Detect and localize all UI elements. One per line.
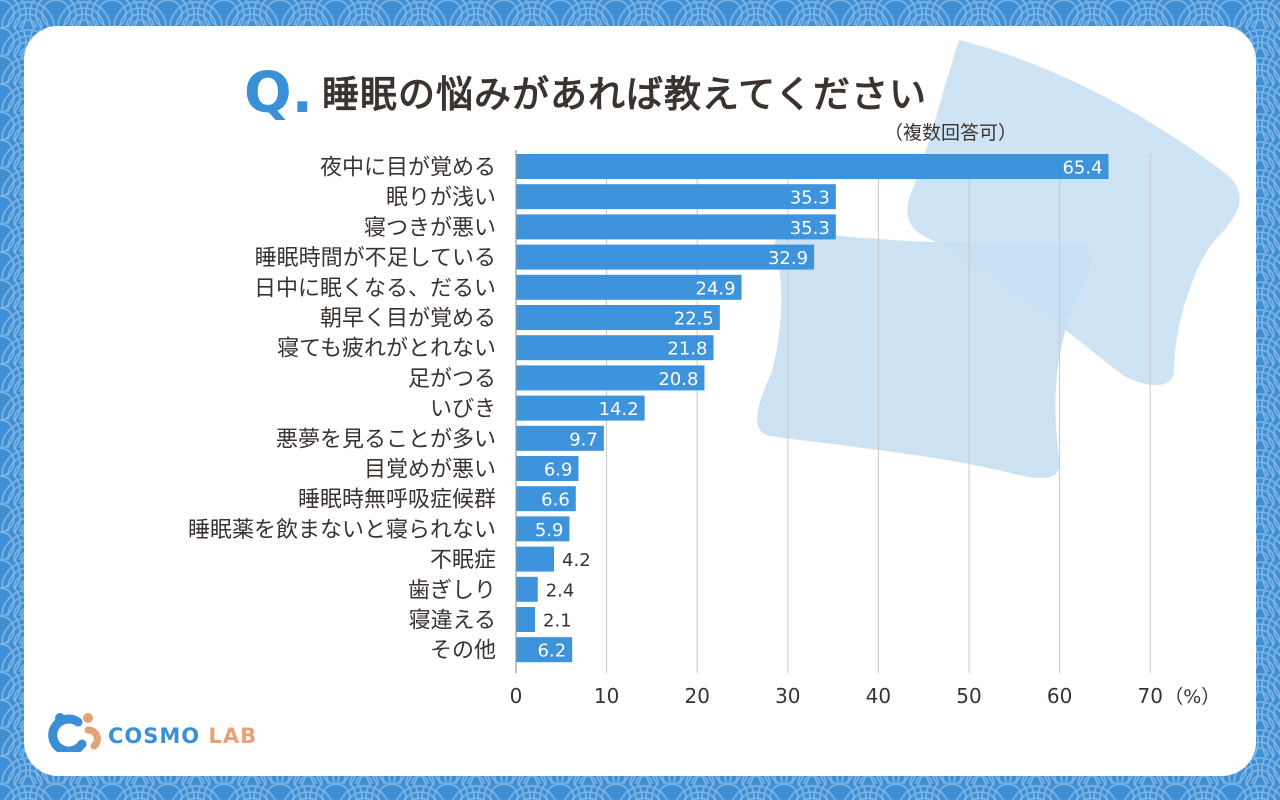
x-tick-label: 50 bbox=[956, 684, 981, 708]
x-tick-label: 30 bbox=[775, 684, 800, 708]
bar-value-label: 35.3 bbox=[790, 218, 830, 239]
bar-value-label: 35.3 bbox=[790, 188, 830, 209]
bar bbox=[516, 425, 604, 451]
page-title: 睡眠の悩みがあれば教えてください bbox=[322, 73, 928, 116]
category-label: 夜中に目が覚める bbox=[320, 156, 496, 181]
bar bbox=[516, 576, 538, 602]
bar-value-label: 2.1 bbox=[543, 611, 572, 632]
bar-value-label: 9.7 bbox=[569, 429, 598, 450]
x-tick-label: 60 bbox=[1047, 684, 1072, 708]
bar bbox=[516, 365, 705, 391]
category-label: 足がつる bbox=[408, 367, 496, 392]
bar bbox=[516, 335, 714, 361]
bar-value-label: 24.9 bbox=[696, 278, 736, 299]
page-subtitle: （複数回答可） bbox=[884, 122, 1018, 144]
category-label: 悪夢を見ることが多い bbox=[276, 427, 496, 452]
category-label: 睡眠時間が不足している bbox=[255, 246, 496, 271]
bar-chart: 0 10 20 30 40 50 60 70 （%） 夜中に目が覚める 65.4 眠りが浅い 35.3 寝… bbox=[188, 150, 1220, 708]
bar-value-label: 21.8 bbox=[667, 339, 707, 360]
bar-value-label: 14.2 bbox=[599, 399, 639, 420]
bar bbox=[516, 244, 815, 270]
bar-value-label: 65.4 bbox=[1062, 158, 1102, 179]
category-label: 朝早く目が覚める bbox=[320, 307, 496, 332]
x-tick-label: 0 bbox=[510, 684, 523, 708]
x-tick-label: 20 bbox=[684, 684, 709, 708]
category-label: 目覚めが悪い bbox=[364, 458, 496, 483]
bar-value-label: 22.5 bbox=[674, 309, 714, 330]
brand-name: COSMO LAB bbox=[108, 724, 257, 748]
category-label: 睡眠時無呼吸症候群 bbox=[298, 488, 496, 513]
bar bbox=[516, 456, 579, 481]
category-label: 眠りが浅い bbox=[386, 186, 496, 211]
brand-name-part1: COSMO bbox=[108, 724, 201, 748]
cosmo-lab-logo-icon bbox=[48, 713, 101, 752]
x-tick-label: 70 bbox=[1137, 684, 1162, 708]
brand-name-part2: LAB bbox=[208, 724, 258, 748]
x-tick-label: 40 bbox=[866, 684, 891, 708]
bar-value-label: 6.2 bbox=[538, 641, 567, 662]
bar-value-label: 32.9 bbox=[768, 248, 808, 269]
bar bbox=[516, 184, 836, 210]
bar bbox=[516, 274, 742, 300]
chart-card: Q. 睡眠の悩みがあれば教えてください （複数回答可） 0 10 20 30 40 50 6… bbox=[24, 26, 1256, 776]
bar bbox=[516, 214, 836, 240]
x-tick-label: 10 bbox=[594, 684, 619, 708]
bar-value-label: 4.2 bbox=[562, 550, 591, 571]
bar bbox=[516, 546, 555, 572]
bar bbox=[516, 607, 536, 632]
bar bbox=[516, 516, 570, 542]
category-label: 寝ても疲れがとれない bbox=[277, 337, 496, 362]
category-label: 寝違える bbox=[409, 609, 496, 634]
category-label: 不眠症 bbox=[430, 548, 496, 573]
category-label: 歯ぎしり bbox=[408, 578, 496, 603]
category-label: 日中に眠くなる、だるい bbox=[254, 276, 496, 301]
bar-value-label: 6.6 bbox=[541, 490, 570, 511]
category-label: 睡眠薬を飲まないと寝られない bbox=[188, 518, 496, 543]
category-label: その他 bbox=[430, 639, 496, 664]
x-axis-unit-label: （%） bbox=[1164, 686, 1220, 708]
category-label: いびき bbox=[430, 397, 496, 422]
pillow-illustration bbox=[757, 40, 1240, 479]
bar bbox=[516, 637, 573, 663]
bar bbox=[516, 486, 576, 512]
bar-value-label: 20.8 bbox=[658, 369, 698, 390]
bar-value-label: 6.9 bbox=[544, 460, 573, 481]
bar bbox=[516, 395, 645, 421]
bar-value-label: 5.9 bbox=[535, 520, 564, 541]
category-label: 寝つきが悪い bbox=[364, 216, 496, 241]
bar bbox=[516, 154, 1109, 179]
bar bbox=[516, 305, 720, 330]
question-mark-label: Q. bbox=[244, 61, 313, 126]
bar-value-label: 2.4 bbox=[546, 580, 575, 601]
